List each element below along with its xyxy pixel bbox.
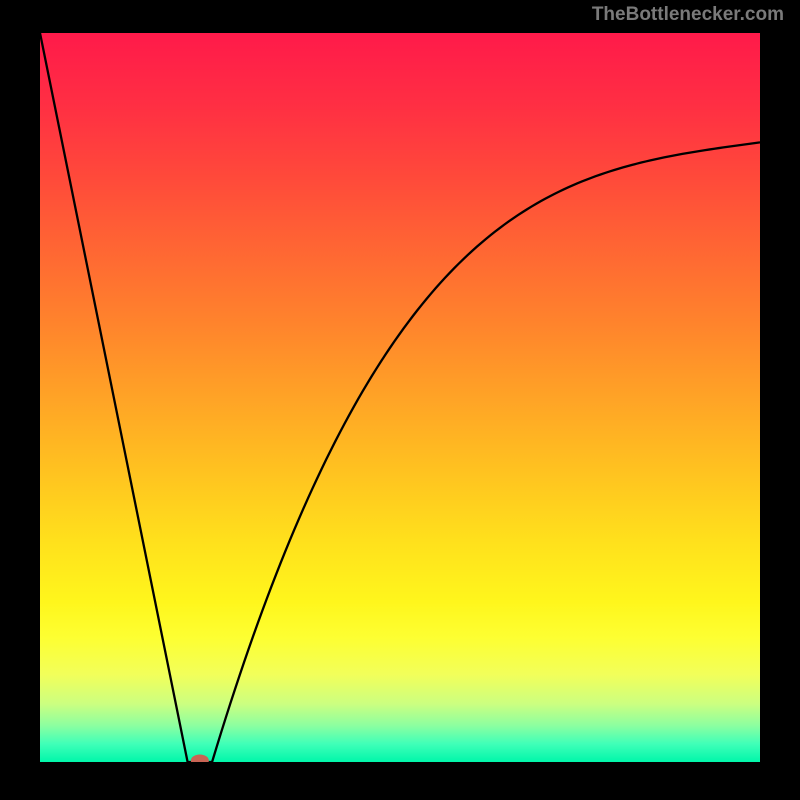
chart-svg <box>0 0 800 800</box>
bottleneck-chart: TheBottlenecker.com <box>0 0 800 800</box>
watermark-text: TheBottlenecker.com <box>592 4 784 26</box>
